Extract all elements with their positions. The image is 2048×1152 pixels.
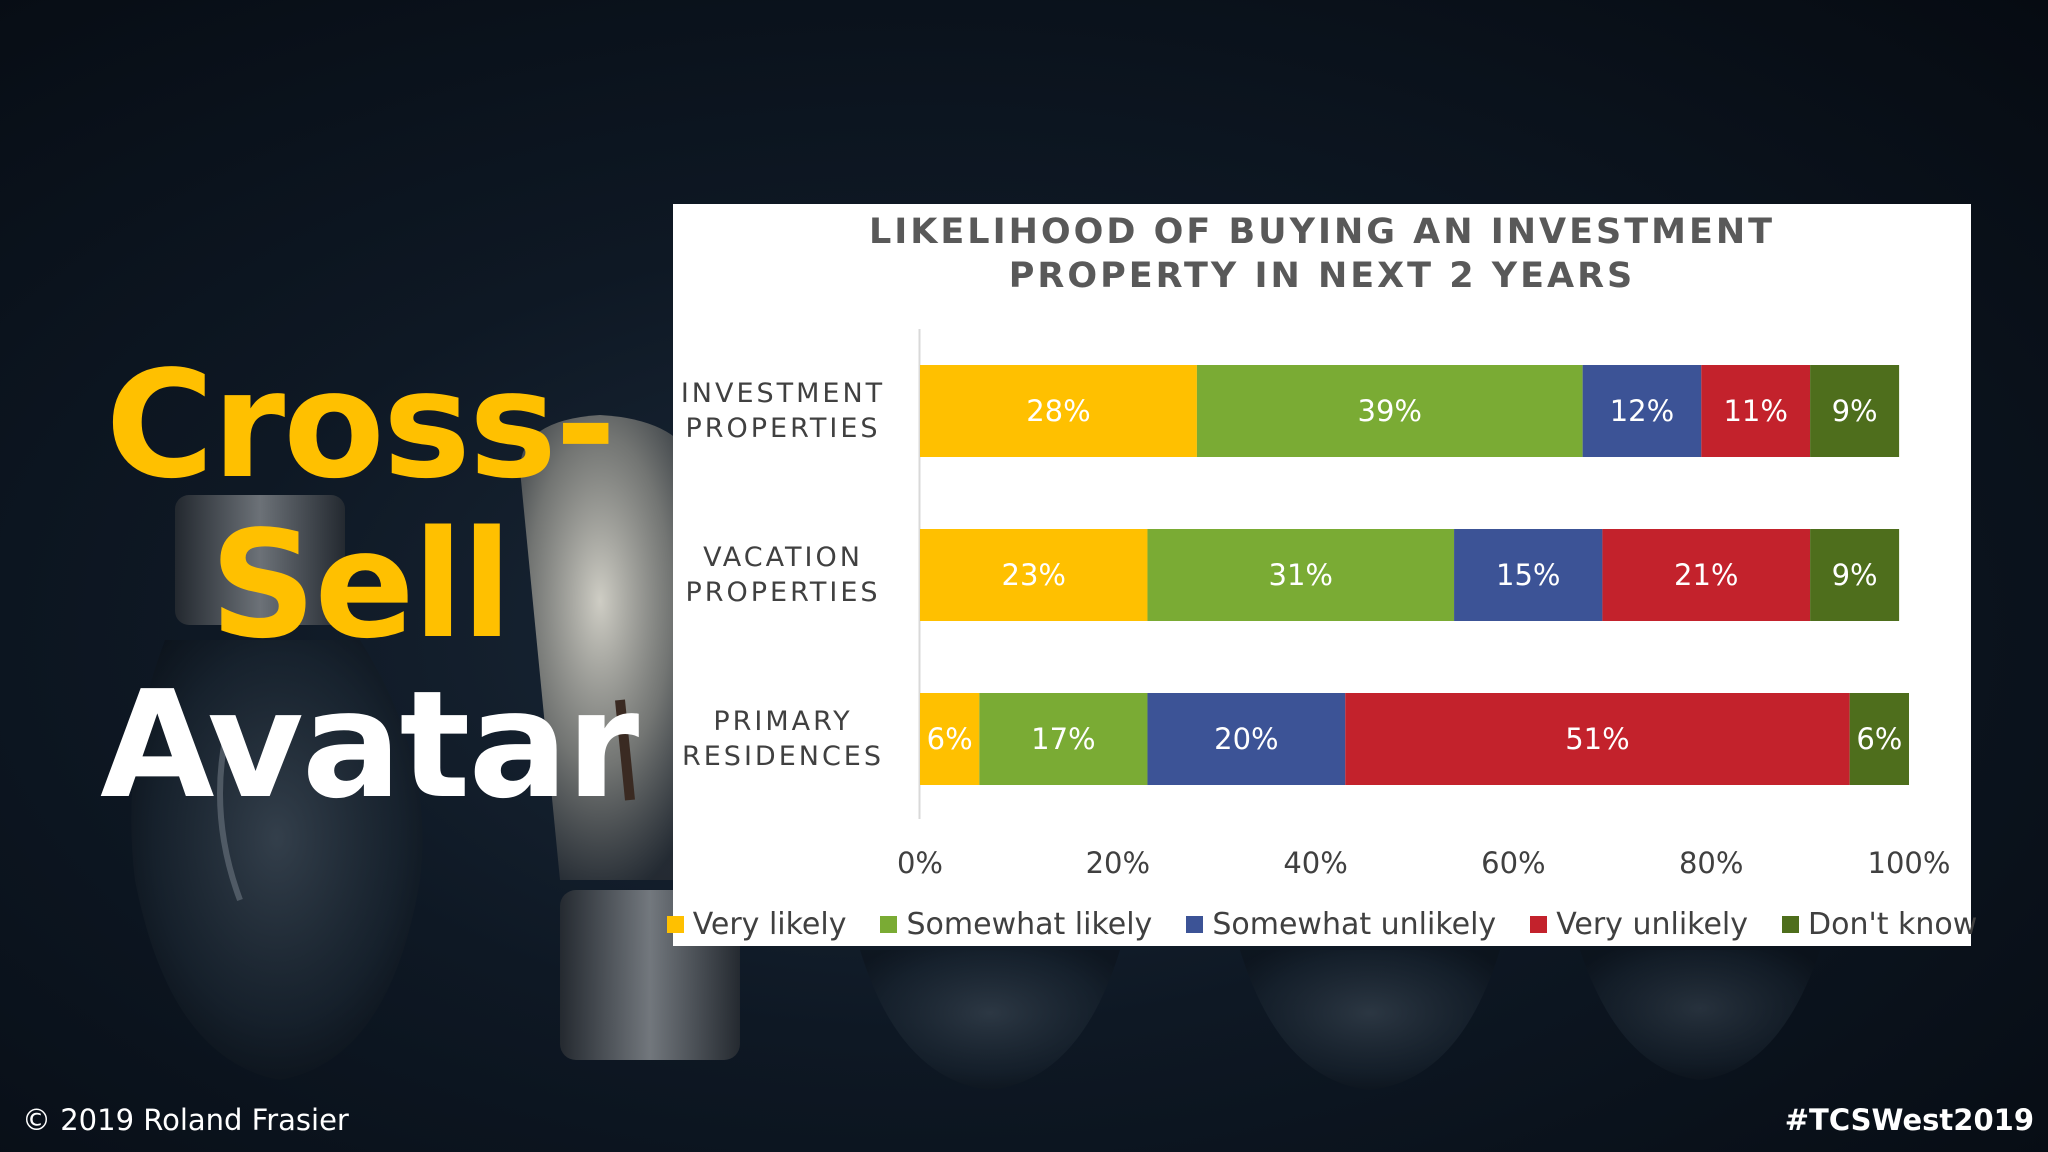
- chart-title-line-1: LIKELIHOOD OF BUYING AN INVESTMENT: [868, 212, 1776, 252]
- copyright-text: © 2019 Roland Frasier: [22, 1103, 349, 1137]
- category-label-investment-properties: INVESTMENT PROPERTIES: [673, 376, 893, 446]
- legend-item-very-unlikely: Very unlikely: [1530, 907, 1748, 942]
- data-label: 9%: [1832, 558, 1878, 592]
- x-tick-label: 40%: [1283, 846, 1347, 880]
- category-label-line: PROPERTIES: [685, 577, 881, 608]
- legend-swatch: [1782, 915, 1800, 933]
- data-label: 17%: [1031, 722, 1095, 756]
- x-tick-label: 80%: [1679, 846, 1743, 880]
- legend-item-somewhat-unlikely: Somewhat unlikely: [1186, 907, 1496, 942]
- category-label-vacation-properties: VACATION PROPERTIES: [673, 540, 893, 610]
- headline-line-1: Cross-: [105, 339, 617, 511]
- x-tick-label: 0%: [897, 846, 943, 880]
- category-label-line: RESIDENCES: [681, 741, 885, 772]
- bulb-bottom-1: [860, 950, 1120, 1090]
- data-label: 51%: [1565, 722, 1629, 756]
- legend-swatch: [880, 915, 898, 933]
- legend-swatch: [666, 915, 684, 933]
- bulb-bottom-3: [1580, 950, 1820, 1080]
- category-label-line: PRIMARY: [713, 706, 853, 737]
- data-label: 6%: [1856, 722, 1902, 756]
- bulb-bottom-2: [1240, 950, 1500, 1090]
- bar-segment: [1345, 693, 1850, 785]
- bar-segment: [920, 693, 980, 785]
- category-label-line: VACATION: [703, 542, 863, 573]
- data-label: 15%: [1496, 558, 1560, 592]
- legend-label: Don't know: [1808, 906, 1978, 942]
- legend-label: Very likely: [692, 906, 847, 942]
- bar-segment: [1701, 365, 1811, 457]
- chart-legend: Very likely Somewhat likely Somewhat unl…: [666, 904, 1977, 944]
- bar-segment: [920, 529, 1148, 621]
- bar-segment: [1147, 529, 1455, 621]
- legend-item-somewhat-likely: Somewhat likely: [880, 907, 1152, 942]
- event-hashtag: #TCSWest2019: [1784, 1103, 2034, 1137]
- legend-item-dont-know: Don't know: [1782, 907, 1977, 942]
- bar-segment: [1147, 693, 1346, 785]
- x-tick-label: 100%: [1868, 846, 1951, 880]
- category-label-line: INVESTMENT: [680, 378, 886, 409]
- bar-segment: [1454, 529, 1603, 621]
- bar-segment: [1602, 529, 1811, 621]
- chart-title-line-2: PROPERTY IN NEXT 2 YEARS: [1008, 256, 1636, 296]
- data-label: 20%: [1214, 722, 1278, 756]
- category-label-primary-residences: PRIMARY RESIDENCES: [673, 704, 893, 774]
- legend-swatch: [1530, 915, 1548, 933]
- bar-segment: [1810, 365, 1900, 457]
- data-label: 28%: [1026, 394, 1090, 428]
- data-label: 6%: [927, 722, 973, 756]
- legend-label: Somewhat likely: [906, 906, 1153, 942]
- bulb-left: [131, 495, 423, 1080]
- category-label-line: PROPERTIES: [685, 413, 881, 444]
- legend-label: Very unlikely: [1556, 906, 1749, 942]
- headline-line-2: Sell: [209, 499, 512, 671]
- slide-headline: Cross- Sell Avatar: [100, 339, 639, 831]
- x-tick-label: 60%: [1481, 846, 1545, 880]
- bar-segment: [1849, 693, 1909, 785]
- chart-panel: LIKELIHOOD OF BUYING AN INVESTMENT PROPE…: [666, 204, 1977, 946]
- data-label: 9%: [1832, 394, 1878, 428]
- data-label: 11%: [1723, 394, 1787, 428]
- x-tick-label: 20%: [1086, 846, 1150, 880]
- data-label: 23%: [1002, 558, 1066, 592]
- legend-item-very-likely: Very likely: [666, 906, 847, 942]
- data-label: 39%: [1358, 394, 1422, 428]
- chart-title: LIKELIHOOD OF BUYING AN INVESTMENT PROPE…: [673, 210, 1971, 298]
- data-label: 21%: [1674, 558, 1738, 592]
- bar-segment: [1810, 529, 1900, 621]
- stacked-bar-chart: 28% 39% 12% 11% 9% 23% 31% 15% 21% 9% 6% 17% 20% 51% 6…: [897, 329, 1951, 880]
- legend-label: Somewhat unlikely: [1212, 906, 1497, 942]
- bar-segment: [1582, 365, 1702, 457]
- data-label: 31%: [1269, 558, 1333, 592]
- bar-segment: [979, 693, 1148, 785]
- bar-segment: [1196, 365, 1583, 457]
- data-label: 12%: [1610, 394, 1674, 428]
- bar-segment: [920, 365, 1197, 457]
- legend-swatch: [1186, 915, 1204, 933]
- headline-line-3: Avatar: [100, 659, 639, 831]
